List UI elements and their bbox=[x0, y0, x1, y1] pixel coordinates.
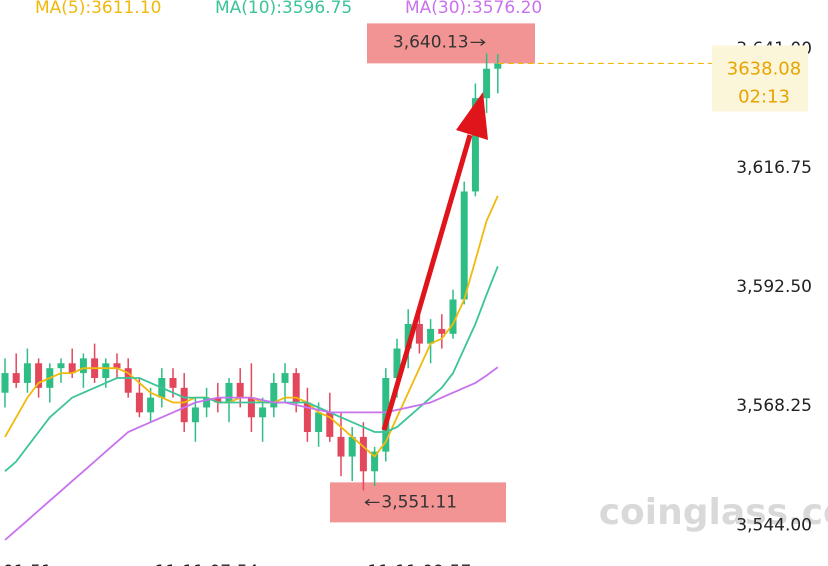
candle-body bbox=[393, 348, 401, 378]
candle-body bbox=[270, 382, 278, 408]
trend-arrow-head bbox=[456, 92, 488, 140]
y-tick-label: 3,592.50 bbox=[736, 277, 812, 297]
candle-body bbox=[460, 191, 468, 300]
candle-body bbox=[382, 378, 390, 452]
candle-body bbox=[315, 412, 323, 432]
candle-body bbox=[326, 412, 334, 437]
trend-arrow bbox=[381, 134, 473, 431]
candle-body bbox=[427, 328, 435, 344]
x-tick-label: 11-11 07:54 bbox=[155, 562, 259, 566]
candle-body bbox=[348, 436, 356, 457]
candle-body bbox=[337, 436, 345, 457]
candle-body bbox=[471, 98, 479, 192]
high-box bbox=[367, 23, 535, 64]
countdown: 02:13 bbox=[738, 86, 790, 107]
candle-body bbox=[303, 402, 311, 432]
candle-body bbox=[203, 397, 211, 408]
candle-body bbox=[214, 397, 222, 403]
candle-body bbox=[415, 324, 423, 344]
legend-entry: MA(10):3596.75 bbox=[215, 0, 352, 18]
watermark: coinglass.com bbox=[599, 492, 828, 533]
ma-line bbox=[4, 265, 499, 472]
ma-line bbox=[4, 366, 499, 541]
candle-body bbox=[494, 63, 502, 69]
candle-body bbox=[281, 373, 289, 383]
candle-body bbox=[404, 324, 412, 349]
candle-body bbox=[449, 299, 457, 334]
legend-entry: MA(5):3611.10 bbox=[35, 0, 161, 18]
low-label: 3,551.11 bbox=[381, 492, 457, 512]
legend-entry: MA(30):3576.20 bbox=[405, 0, 542, 18]
candle-body bbox=[292, 373, 300, 403]
low-box bbox=[330, 482, 506, 523]
candle-body bbox=[191, 407, 199, 423]
x-tick-label: 11-11 09:57 bbox=[368, 562, 472, 566]
candle-body bbox=[102, 363, 110, 378]
y-tick-label: 3,616.75 bbox=[736, 158, 812, 178]
candle-body bbox=[247, 397, 255, 418]
x-tick-label: 01:51 bbox=[3, 562, 52, 566]
candle-body bbox=[68, 363, 76, 374]
candle-body bbox=[259, 407, 267, 418]
candle-body bbox=[23, 363, 31, 383]
candle-body bbox=[438, 328, 446, 334]
last-price: 3638.08 bbox=[727, 58, 801, 79]
last-price-box bbox=[712, 45, 808, 112]
candle-body bbox=[113, 363, 121, 369]
y-tick-label: 3,568.25 bbox=[736, 396, 812, 416]
candle-body bbox=[135, 392, 143, 413]
low-pointer-head bbox=[364, 498, 370, 506]
candle-body bbox=[124, 368, 132, 393]
candle-body bbox=[225, 382, 233, 403]
candle-body bbox=[371, 451, 379, 472]
candle-body bbox=[359, 436, 367, 472]
high-pointer-head bbox=[480, 38, 486, 46]
candle-body bbox=[1, 373, 9, 393]
high-label: 3,640.13 bbox=[393, 32, 469, 52]
candle-body bbox=[147, 397, 155, 413]
candle-body bbox=[79, 358, 87, 374]
candle-body bbox=[236, 382, 244, 398]
candle-body bbox=[483, 68, 491, 99]
candle-body bbox=[57, 363, 65, 369]
candle-body bbox=[35, 363, 43, 388]
candle-body bbox=[12, 373, 20, 383]
y-tick-label: 3,544.00 bbox=[736, 515, 812, 535]
candle-body bbox=[180, 387, 188, 423]
candle-body bbox=[169, 378, 177, 388]
